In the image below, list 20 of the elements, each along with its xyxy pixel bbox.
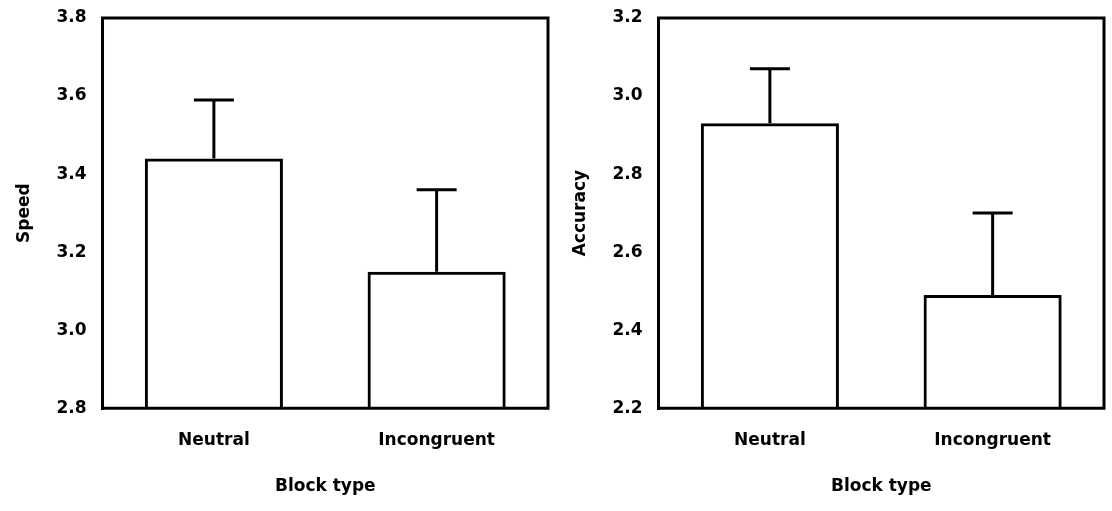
y-axis-title: Speed	[12, 183, 33, 243]
y-tick-label: 2.8	[56, 396, 87, 417]
y-tick-label: 3.8	[56, 6, 87, 27]
y-tick-label: 2.6	[612, 240, 643, 261]
y-tick-label: 2.2	[612, 396, 643, 417]
x-tick-label: Incongruent	[934, 428, 1051, 449]
x-axis-title: Block type	[830, 475, 932, 496]
y-tick-label: 2.8	[612, 162, 643, 183]
x-tick-label: Neutral	[734, 428, 806, 449]
y-tick-label: 3.2	[56, 240, 87, 261]
y-tick-label: 3.0	[612, 84, 643, 105]
x-tick-label: Incongruent	[378, 428, 495, 449]
x-axis-title: Block type	[274, 475, 376, 496]
y-tick-label: 3.4	[56, 162, 87, 183]
y-tick-label: 3.2	[612, 6, 643, 27]
x-tick-label: Neutral	[178, 428, 250, 449]
y-axis-title: Accuracy	[568, 169, 589, 257]
y-tick-label: 3.0	[56, 318, 87, 339]
y-tick-label: 3.6	[56, 84, 87, 105]
y-tick-label: 2.4	[612, 318, 643, 339]
